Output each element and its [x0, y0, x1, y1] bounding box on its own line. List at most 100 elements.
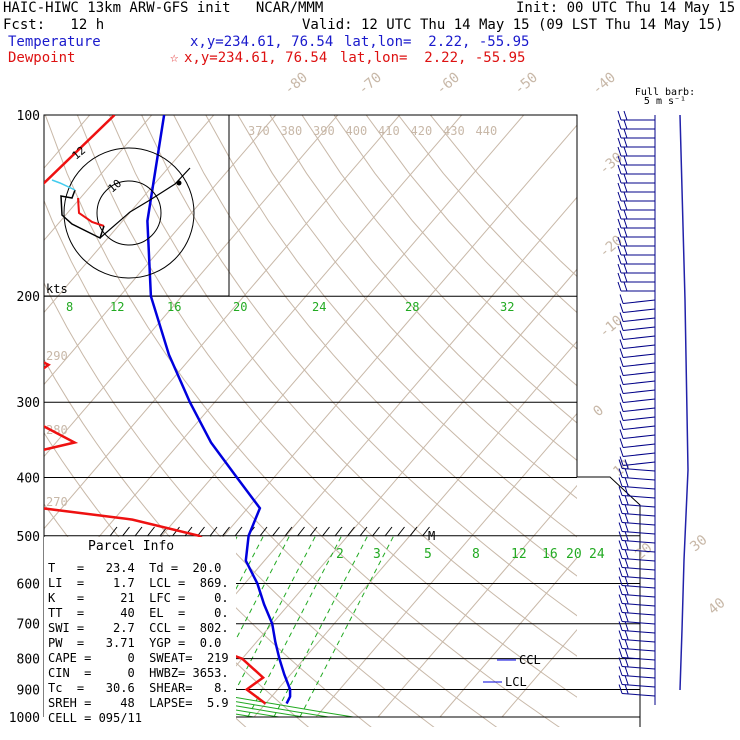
- dewpoint-legend: Dewpoint: [8, 50, 76, 66]
- storm-motion-dot: [176, 180, 182, 186]
- wind-barb: [622, 620, 656, 625]
- wind-barb-flag: [624, 540, 629, 550]
- wind-barb: [622, 602, 656, 607]
- wind-barb-flag: [617, 245, 622, 256]
- parcel-row: CIN = 0 HWBZ= 3653.: [48, 666, 229, 680]
- wind-barb-flag: [624, 621, 629, 631]
- isotherm-line: [44, 115, 339, 458]
- wind-barb-flag: [624, 531, 629, 541]
- isotherm-label: -70: [355, 70, 385, 99]
- wind-barb-flag: [619, 321, 624, 331]
- hatch-mark: [272, 526, 280, 537]
- hatch-mark: [172, 526, 180, 537]
- parcel-row: CELL = 095/11: [48, 711, 142, 725]
- wind-barb-flag: [624, 684, 629, 694]
- wind-barb-flag: [617, 281, 622, 292]
- hatch-mark: [297, 526, 305, 537]
- isotherm-line: [191, 268, 577, 718]
- dry-adiabat: [237, 115, 577, 499]
- moist-adiabat-label: 24: [312, 300, 326, 314]
- wind-barb-flag: [624, 513, 629, 523]
- hatch-mark: [109, 526, 118, 537]
- wind-barb-flag: [624, 612, 629, 622]
- wind-barb-flag: [619, 339, 624, 349]
- wind-barb-flag: [618, 657, 623, 667]
- wind-barb-flag: [624, 468, 629, 478]
- isotherm-line: [253, 340, 577, 718]
- wind-barb: [622, 683, 656, 688]
- temperature-coords: x,y=234.61, 76.54: [190, 34, 334, 50]
- temperature-legend: Temperature: [8, 34, 101, 50]
- dry-adiabat: [269, 115, 577, 462]
- hatch-mark: [384, 526, 393, 537]
- wind-barb: [623, 353, 656, 358]
- pressure-tick-label: 400: [17, 471, 40, 486]
- dry-adiabat: [44, 281, 435, 727]
- wind-barb-flag: [619, 384, 624, 394]
- dry-adiabat: [141, 115, 577, 617]
- wind-barb-flag: [623, 137, 628, 148]
- moist-adiabat-label: 32: [500, 300, 514, 314]
- parcel-row: TT = 40 EL = 0.: [48, 606, 229, 620]
- theta-label: 410: [378, 124, 400, 138]
- wind-barb-flag: [624, 630, 629, 640]
- wind-barb-flag: [619, 420, 624, 430]
- moist-adiabat-label: 28: [405, 300, 419, 314]
- wind-barb-flag: [618, 495, 623, 505]
- isotherm-line: [377, 484, 577, 718]
- dry-adiabat: [76, 115, 577, 698]
- mixing-ratio-line: [247, 535, 343, 718]
- wind-barb-flag: [618, 675, 623, 685]
- wind-barb: [623, 443, 656, 448]
- theta-label: 280: [46, 423, 68, 437]
- mixing-ratio-line: [273, 535, 369, 718]
- wind-barb: [623, 452, 656, 457]
- wind-barb-flag: [617, 236, 622, 247]
- temperature-latlon: lat,lon= 2.22, -55.95: [344, 34, 530, 50]
- wind-barb-flag: [623, 182, 628, 193]
- isotherm-label: -50: [511, 70, 541, 99]
- mixing-ratio-label: 12: [511, 547, 527, 562]
- wind-barb-flag: [618, 477, 623, 487]
- dewpoint-latlon: lat,lon= 2.22, -55.95: [340, 50, 526, 66]
- wind-barb: [622, 494, 656, 499]
- wind-barb-flag: [618, 576, 623, 586]
- wind-barb: [623, 335, 656, 340]
- wind-barb-flag: [624, 648, 629, 658]
- pressure-tick-label: 900: [17, 683, 40, 698]
- wind-barb-flag: [617, 128, 622, 139]
- hatch-mark: [222, 526, 230, 537]
- wind-barb-flag: [618, 585, 623, 595]
- wind-barb-flag: [623, 164, 628, 175]
- wind-barb: [623, 461, 656, 466]
- hatch-mark: [309, 526, 318, 537]
- dry-adiabat: [333, 115, 577, 387]
- parcel-row: CAPE = 0 SWEAT= 219: [48, 651, 229, 665]
- mixing-ratio-label: 3: [373, 547, 381, 562]
- wind-barb: [622, 593, 656, 598]
- isotherm-line: [44, 115, 153, 242]
- hatch-mark: [284, 526, 293, 537]
- theta-label: 290: [46, 349, 68, 363]
- wind-barb-flag: [623, 236, 628, 247]
- pressure-tick-label: 800: [17, 653, 40, 668]
- hatch-mark: [322, 526, 330, 537]
- forecast-hour: Fcst: 12 h: [3, 17, 105, 33]
- isotherm-label: -80: [281, 70, 311, 99]
- wind-barb: [623, 317, 656, 322]
- hodograph-trace: [60, 189, 105, 240]
- mixing-ratio-label: 2: [336, 547, 344, 562]
- wind-barb-flag: [623, 263, 628, 274]
- wind-barb-flag: [619, 294, 624, 304]
- parcel-row: PW = 3.71 YGP = 0.0: [48, 636, 222, 650]
- wind-barb: [623, 299, 656, 304]
- wind-barb: [623, 389, 656, 394]
- wind-barb-flag: [624, 666, 629, 676]
- plot-frame: [43, 114, 641, 727]
- hatch-mark: [147, 526, 155, 537]
- theta-label: 270: [46, 495, 68, 509]
- wind-barb-flag: [623, 200, 628, 211]
- wind-barb: [622, 503, 656, 508]
- dewpoint-coords: x,y=234.61, 76.54: [184, 50, 328, 66]
- star-icon: ☆: [170, 50, 179, 66]
